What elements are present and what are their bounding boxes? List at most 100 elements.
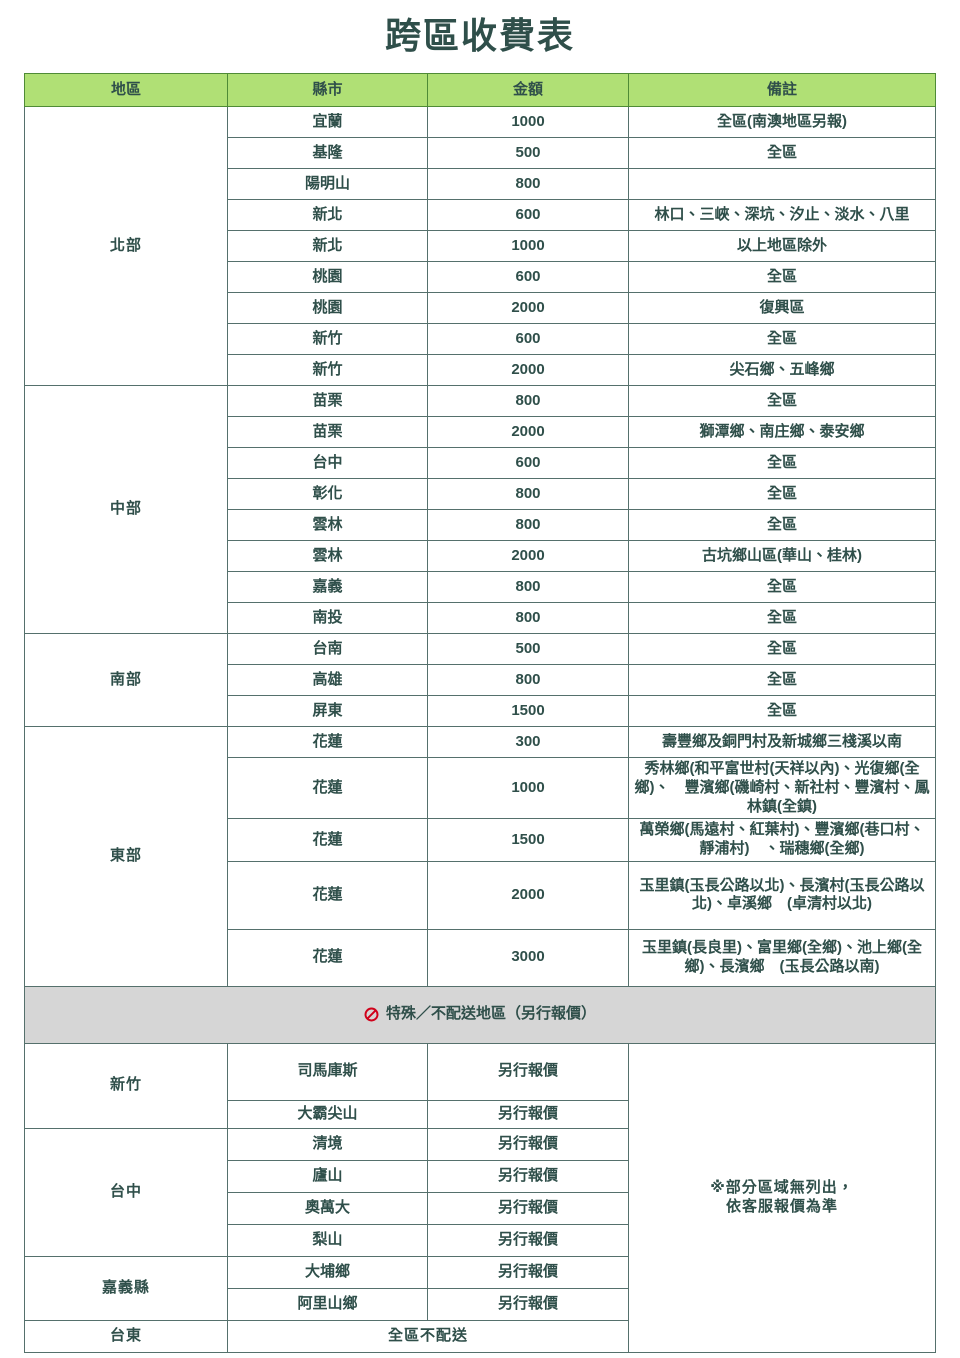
special-price-cell: 另行報價 [427,1099,629,1129]
price-cell: 1000 [427,230,629,262]
table-row: 新北 600 林口、三峽、深坑、汐止、淡水、八里 [25,199,936,231]
special-price-cell: 另行報價 [427,1127,629,1161]
note-cell: 復興區 [628,292,936,324]
table-row: 新北 1000 以上地區除外 [25,230,936,262]
city-cell: 苗栗 [227,416,428,448]
city-cell: 花蓮 [227,860,428,930]
table-row: 北部 宜蘭 1000 全區(南澳地區另報) [24,106,936,386]
note-cell: 以上地區除外 [628,230,936,262]
price-cell: 1500 [427,818,629,862]
table-row: 新竹 600 全區 [25,323,936,355]
table-row: 桃園 2000 復興區 [25,292,936,324]
table-row: 陽明山 800 [25,168,936,200]
region-cell: 中部 [24,385,228,634]
price-cell: 3000 [427,928,629,987]
sidenote-line-1: ※部分區域無列出， [710,1179,854,1196]
note-cell: 全區 [628,323,936,355]
special-region-cell: 新竹 [24,1042,228,1129]
table-row: 屏東 1500 全區 [25,695,936,727]
price-cell: 2000 [427,292,629,324]
special-city-cell: 清境 [227,1127,428,1161]
special-table-row: 阿里山鄉 另行報價 [25,1287,936,1321]
price-cell: 600 [427,447,629,479]
column-header-region: 地區 [24,73,228,107]
special-city-cell: 廬山 [227,1159,428,1193]
city-cell: 台南 [227,633,428,665]
price-cell: 800 [427,571,629,603]
table-row: 苗栗 2000 獅潭鄉、南庄鄉、泰安鄉 [25,416,936,448]
region-cell: 南部 [24,633,228,727]
note-cell: 全區 [628,633,936,665]
table-row: 花蓮 1500 萬榮鄉(馬遠村、紅葉村)、豐濱鄉(巷口村、靜浦村) 、瑞穗鄉(全鄉) [25,818,936,862]
taitung-row: 台東 全區不配送 [24,1319,936,1353]
no-entry-icon [364,1007,379,1022]
city-cell: 台中 [227,447,428,479]
city-cell: 南投 [227,602,428,634]
note-cell: 全區 [628,478,936,510]
note-cell: 全區 [628,447,936,479]
city-cell: 雲林 [227,509,428,541]
note-cell: 林口、三峽、深坑、汐止、淡水、八里 [628,199,936,231]
cross-region-fee-table: 地區 縣市 金額 備註 北部 宜蘭 1000 全區(南澳地區另報) 基隆 500 全區 陽明山 800 新… [24,73,936,1353]
city-cell: 宜蘭 [227,106,428,138]
city-cell: 基隆 [227,137,428,169]
column-header-city: 縣市 [227,73,428,107]
note-cell: 玉里鎮(玉長公路以北)、長濱村(玉長公路以北)、卓溪鄉 (卓清村以北) [628,860,936,930]
table-row: 南部 台南 500 全區 [24,633,936,727]
note-cell: 全區 [628,137,936,169]
price-cell: 2000 [427,540,629,572]
table-row: 彰化 800 全區 [25,478,936,510]
price-cell: 800 [427,664,629,696]
note-cell: 壽豐鄉及銅門村及新城鄉三棧溪以南 [628,726,936,758]
table-row: 東部 花蓮 300 壽豐鄉及銅門村及新城鄉三棧溪以南 [24,726,936,987]
price-cell: 500 [427,137,629,169]
city-cell: 新北 [227,230,428,262]
region-cell: 北部 [24,106,228,386]
city-cell: 桃園 [227,261,428,293]
table-row: 新竹 2000 尖石鄉、五峰鄉 [25,354,936,386]
special-table-row: 台中 清境 另行報價 [24,1127,936,1257]
note-cell: 全區 [628,385,936,417]
special-table-row: 新竹 司馬庫斯 另行報價 ※部分區域無列出， 依客服報價為準 [24,1042,936,1353]
city-cell: 桃園 [227,292,428,324]
city-cell: 陽明山 [227,168,428,200]
special-region-cell: 嘉義縣 [24,1255,228,1321]
sidenote-line-2: 依客服報價為準 [725,1197,838,1215]
special-city-cell: 司馬庫斯 [227,1042,428,1101]
note-cell: 全區 [628,695,936,727]
special-price-cell: 另行報價 [427,1191,629,1225]
special-city-cell: 奧萬大 [227,1191,428,1225]
price-cell: 800 [427,602,629,634]
special-region-cell: 台中 [24,1127,228,1257]
table-row: 雲林 2000 古坑鄉山區(華山、桂林) [25,540,936,572]
table-header-row: 地區 縣市 金額 備註 [24,73,936,107]
special-sidenote-cell: ※部分區域無列出， 依客服報價為準 [628,1042,936,1353]
note-cell: 秀林鄉(和平富世村(天祥以內)、光復鄉(全鄉)、 豐濱鄉(磯崎村、新社村、豐濱村… [628,756,936,820]
city-cell: 雲林 [227,540,428,572]
special-city-cell: 大埔鄉 [227,1255,428,1289]
special-city-cell: 阿里山鄉 [227,1287,428,1321]
table-row: 南投 800 全區 [25,602,936,634]
price-cell: 600 [427,199,629,231]
note-cell: 全區 [628,664,936,696]
note-cell: 全區(南澳地區另報) [628,106,936,138]
city-cell: 新北 [227,199,428,231]
city-cell: 新竹 [227,354,428,386]
special-banner-label: 特殊／不配送地區（另行報價） [385,1005,596,1023]
city-cell: 新竹 [227,323,428,355]
note-cell: 全區 [628,602,936,634]
note-cell: 全區 [628,571,936,603]
note-cell: 全區 [628,261,936,293]
taitung-nodeliver-cell: 全區不配送 [227,1319,629,1353]
note-cell: 全區 [628,509,936,541]
note-cell: 玉里鎮(長良里)、富里鄉(全鄉)、池上鄉(全鄉)、長濱鄉 (玉長公路以南) [628,928,936,987]
city-cell: 苗栗 [227,385,428,417]
price-cell: 600 [427,323,629,355]
special-city-cell: 大霸尖山 [227,1099,428,1129]
table-row: 雲林 800 全區 [25,509,936,541]
price-cell: 800 [427,478,629,510]
fee-table-wrapper: 地區 縣市 金額 備註 北部 宜蘭 1000 全區(南澳地區另報) 基隆 500 全區 陽明山 800 新… [24,73,936,1353]
column-header-note: 備註 [628,73,936,107]
city-cell: 嘉義 [227,571,428,603]
